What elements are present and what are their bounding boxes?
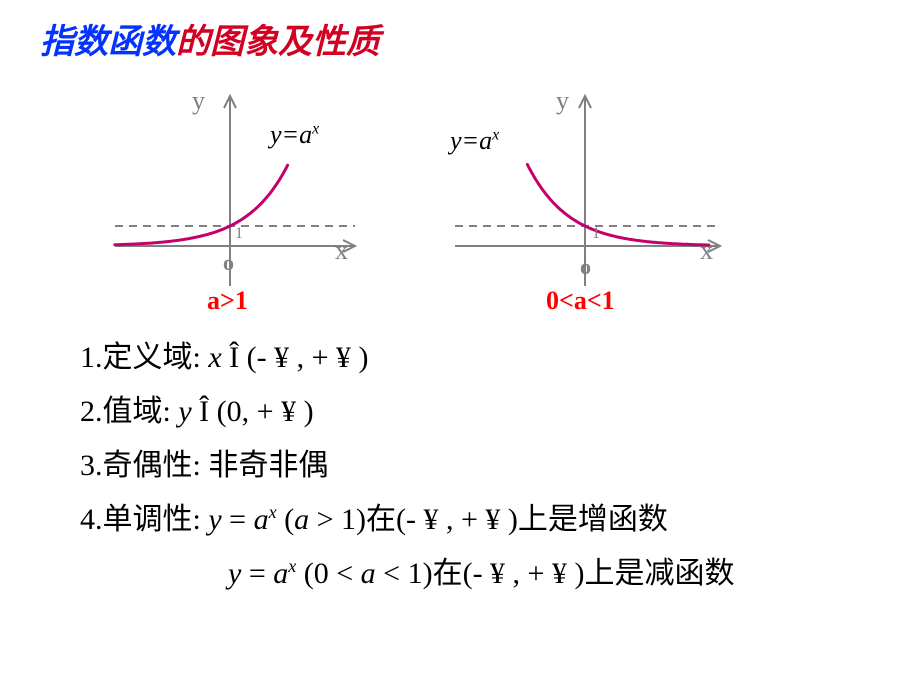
left-curve-label: y=ax: [270, 120, 319, 150]
right-condition: 0<a<1: [546, 286, 615, 316]
left-one-label: 1: [235, 225, 243, 243]
charts-container: y x o 1 y=ax a>1 y x o 1 y=ax 0<a<1: [0, 86, 920, 306]
prop-line-2: 2.值域: y Î (0, + ¥ ): [80, 386, 880, 430]
right-y-axis-label: y: [556, 86, 569, 116]
prop-line-1: 1.定义域: x Î (- ¥ , + ¥ ): [80, 332, 880, 376]
left-origin-label: o: [223, 250, 234, 276]
prop-line-5: y = ax (0 < a < 1)在(- ¥ , + ¥ )上是减函数: [228, 548, 880, 592]
right-one-label: 1: [592, 225, 600, 243]
left-condition: a>1: [207, 286, 248, 316]
page-title: 指数函数的图象及性质: [40, 14, 380, 63]
properties-list: 1.定义域: x Î (- ¥ , + ¥ ) 2.值域: y Î (0, + …: [80, 332, 880, 602]
prop-line-3: 3.奇偶性: 非奇非偶: [80, 440, 880, 484]
title-part-blue: 指数函数: [40, 24, 176, 61]
charts-svg: [0, 86, 920, 306]
right-x-axis-label: x: [700, 236, 713, 266]
left-x-axis-label: x: [335, 236, 348, 266]
title-part-red: 的图象及性质: [176, 24, 380, 61]
left-y-axis-label: y: [192, 86, 205, 116]
prop-line-4: 4.单调性: y = ax (a > 1)在(- ¥ , + ¥ )上是增函数: [80, 494, 880, 538]
right-origin-label: o: [580, 254, 591, 280]
right-curve-label: y=ax: [450, 126, 499, 156]
